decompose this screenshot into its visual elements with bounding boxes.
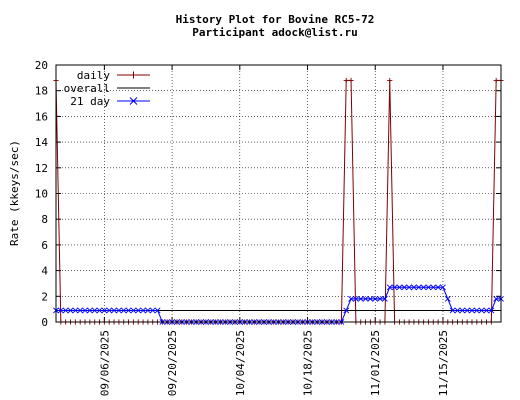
y-tick-label: 10 (35, 188, 48, 201)
data-point (67, 307, 74, 314)
data-point (493, 77, 499, 84)
data-point (435, 284, 442, 291)
x-tick-label: 09/06/2025 (98, 330, 111, 396)
x-tick-label: 10/04/2025 (234, 330, 247, 396)
data-point (106, 307, 113, 314)
data-point (391, 284, 398, 291)
data-point (135, 307, 142, 314)
data-point (425, 284, 432, 291)
data-point (381, 295, 388, 302)
data-point (386, 284, 393, 291)
data-point (111, 307, 117, 314)
x-tick-label: 10/18/2025 (302, 330, 315, 396)
data-point (454, 307, 461, 314)
chart-title: History Plot for Bovine RC5-72 (176, 13, 375, 26)
y-tick-label: 20 (35, 59, 48, 72)
data-point (348, 295, 354, 302)
data-point (473, 307, 480, 314)
data-point (343, 307, 350, 314)
data-point (377, 295, 383, 302)
data-point (469, 307, 475, 314)
axis-ticks: 0 2 4 6 8 10 12 14 16 18 20 09/06/2025 09/20/2025 10/… (35, 59, 501, 396)
data-point (440, 284, 446, 291)
data-point (415, 284, 422, 291)
data-point (357, 295, 364, 302)
data-point (387, 77, 393, 84)
data-point (488, 307, 495, 314)
data-point (493, 295, 500, 302)
y-tick-label: 8 (41, 213, 48, 226)
data-point (82, 307, 88, 314)
data-point (149, 307, 156, 314)
data-point (348, 77, 354, 84)
y-tick-label: 2 (41, 290, 48, 303)
data-point (130, 307, 137, 314)
data-point (154, 307, 161, 314)
legend-label: overall (64, 82, 110, 95)
data-point (57, 307, 64, 314)
data-point (406, 284, 413, 291)
legend-marker (130, 71, 137, 79)
data-point (77, 307, 84, 314)
data-point (115, 307, 122, 314)
y-tick-label: 16 (35, 110, 48, 123)
data-point (125, 307, 132, 314)
x-tick-label: 09/20/2025 (166, 330, 179, 396)
data-point (478, 307, 485, 314)
y-tick-label: 18 (35, 85, 48, 98)
data-point (140, 307, 146, 314)
data-point (449, 307, 456, 314)
y-tick-label: 4 (41, 265, 48, 278)
data-point (91, 307, 98, 314)
data-point (483, 307, 490, 314)
data-point (120, 307, 127, 314)
data-point (96, 307, 103, 314)
data-point (444, 295, 451, 302)
data-point (343, 77, 349, 84)
data-point (420, 284, 427, 291)
y-tick-label: 0 (41, 316, 48, 329)
grid-lines (56, 65, 501, 322)
data-point (396, 284, 403, 291)
series-21-day (53, 284, 504, 325)
data-point (101, 307, 108, 314)
series-line (56, 286, 501, 323)
y-tick-label: 14 (35, 136, 49, 149)
data-point (362, 295, 369, 302)
data-point (401, 284, 408, 291)
data-point (62, 307, 69, 314)
legend-label: daily (77, 69, 110, 82)
legend-label: 21 day (70, 95, 110, 108)
y-tick-label: 12 (35, 162, 48, 175)
data-point (72, 307, 79, 314)
y-tick-label: 6 (41, 239, 48, 252)
data-point (411, 284, 417, 291)
data-point (372, 295, 379, 302)
data-point (430, 284, 437, 291)
y-axis-label: Rate (kkeys/sec) (8, 140, 21, 246)
data-point (352, 295, 359, 302)
data-point (86, 307, 93, 314)
legend-marker (129, 97, 138, 105)
plot-frame (55, 64, 502, 323)
data-point (464, 307, 471, 314)
data-point (367, 295, 374, 302)
x-tick-label: 11/15/2025 (437, 330, 450, 396)
chart-subtitle: Participant adock@list.ru (192, 26, 358, 39)
series-layer (53, 77, 504, 325)
data-point (459, 307, 466, 314)
x-tick-label: 11/01/2025 (369, 330, 382, 396)
data-point (144, 307, 151, 314)
